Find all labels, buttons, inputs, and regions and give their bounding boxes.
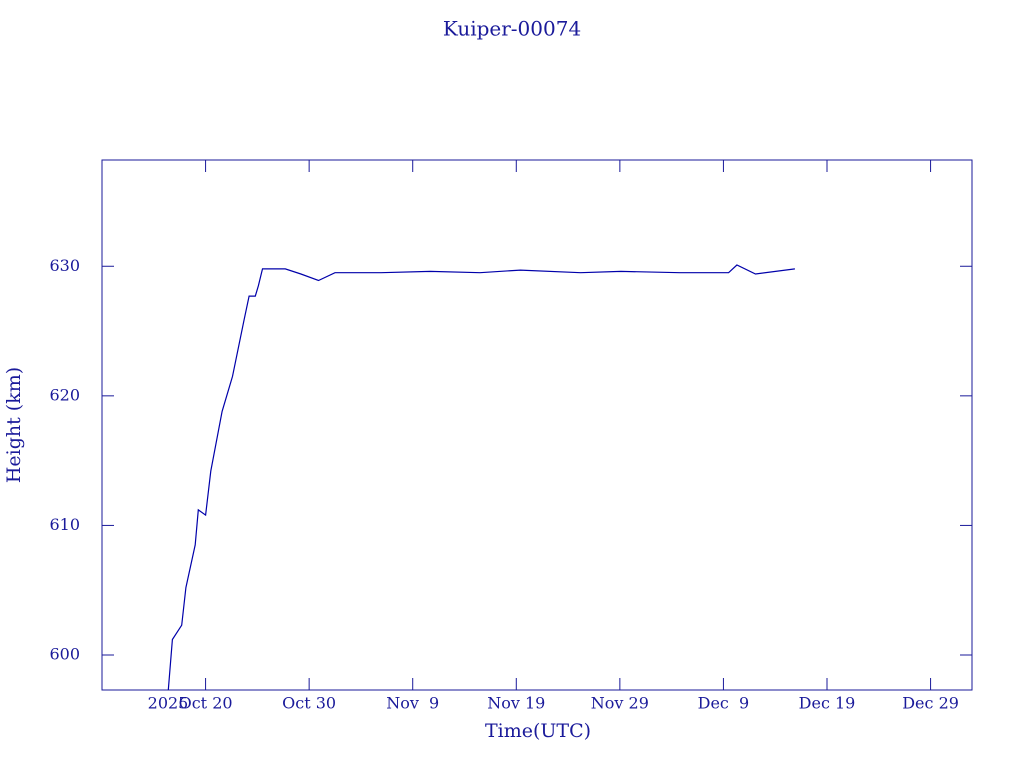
y-tick-label: 610 bbox=[49, 515, 80, 534]
x-tick-label: Nov 19 bbox=[487, 694, 545, 713]
data-line bbox=[167, 264, 795, 691]
x-axis-label: Time(UTC) bbox=[485, 720, 591, 742]
x-tick-label: Dec 29 bbox=[902, 694, 959, 713]
x-tick-label: Nov 9 bbox=[386, 694, 439, 713]
x-tick-label: Oct 20 bbox=[179, 694, 233, 713]
year-label: 2025 bbox=[148, 694, 189, 713]
chart-title: Kuiper-00074 bbox=[443, 17, 581, 41]
x-tick-label: Dec 9 bbox=[698, 694, 750, 713]
plot-frame bbox=[101, 159, 973, 691]
y-axis-label: Height (km) bbox=[3, 367, 25, 483]
x-tick-label: Dec 19 bbox=[799, 694, 856, 713]
y-tick-label: 600 bbox=[49, 645, 80, 664]
y-tick-label: 630 bbox=[49, 256, 80, 275]
y-tick-label: 620 bbox=[49, 385, 80, 404]
x-tick-label: Oct 30 bbox=[282, 694, 336, 713]
x-tick-label: Nov 29 bbox=[591, 694, 649, 713]
